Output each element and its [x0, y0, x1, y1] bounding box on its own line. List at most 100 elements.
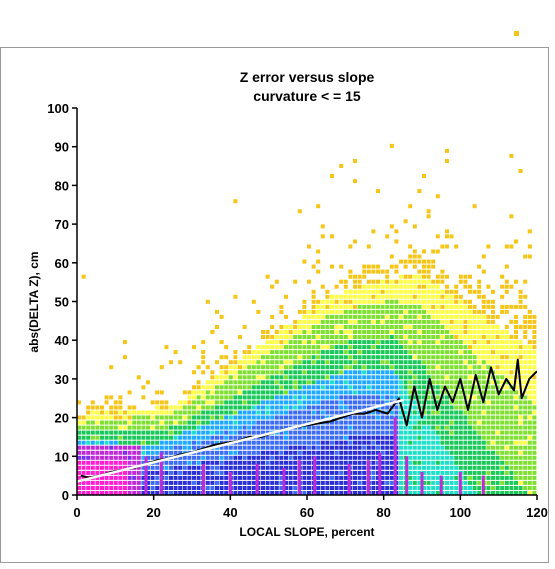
density-cell [159, 415, 164, 420]
density-cell [169, 435, 173, 440]
density-cell [366, 340, 371, 345]
density-cell [399, 445, 403, 450]
density-cell [394, 325, 399, 329]
density-cell [293, 350, 298, 355]
density-cell [532, 440, 537, 445]
density-cell [320, 455, 325, 460]
density-cell [302, 309, 307, 314]
density-cell [486, 420, 491, 425]
density-cell [265, 375, 270, 380]
density-cell [403, 395, 408, 400]
density-cell [159, 425, 164, 430]
density-cell [113, 435, 118, 440]
density-cell [472, 420, 477, 425]
density-cell [371, 335, 376, 339]
density-cell [325, 405, 330, 410]
density-cell [187, 445, 192, 450]
density-cell [431, 400, 436, 405]
y-tick-label: 60 [55, 256, 69, 271]
density-cell [435, 491, 440, 495]
density-cell [426, 375, 431, 380]
density-cell [77, 425, 81, 430]
density-cell [320, 355, 325, 360]
density-spike [228, 471, 232, 495]
density-cell [233, 425, 238, 430]
density-cell [440, 335, 445, 339]
density-cell [274, 400, 279, 405]
density-cell [109, 395, 114, 400]
density-cell [394, 294, 399, 299]
density-cell [440, 350, 445, 355]
density-cell [187, 390, 192, 395]
density-cell [90, 450, 95, 455]
density-cell [518, 355, 523, 360]
density-cell [431, 259, 436, 264]
density-cell [169, 470, 173, 475]
density-cell [426, 405, 431, 410]
density-cell [343, 350, 348, 355]
density-cell [307, 335, 311, 339]
density-cell [454, 319, 459, 324]
density-cell [238, 360, 242, 365]
density-cell [376, 299, 380, 304]
density-cell [463, 465, 468, 470]
density-cell [435, 314, 440, 319]
density-cell [495, 420, 500, 425]
density-cell [495, 445, 500, 450]
density-cell [146, 430, 150, 435]
density-cell [458, 325, 463, 329]
density-cell [242, 475, 247, 480]
density-cell [274, 330, 279, 334]
density-cell [320, 415, 325, 420]
density-cell [509, 395, 514, 400]
density-cell [399, 319, 403, 324]
density-cell [334, 420, 339, 425]
density-cell [251, 486, 256, 490]
density-cell [224, 410, 229, 415]
density-cell [150, 465, 155, 470]
density-cell [523, 254, 528, 259]
density-cell [353, 370, 357, 375]
density-cell [362, 475, 367, 480]
density-cell [100, 405, 104, 410]
density-cell [518, 410, 523, 415]
density-cell [440, 415, 445, 420]
density-cell [523, 430, 528, 435]
density-cell [127, 480, 132, 485]
density-cell [95, 465, 100, 470]
density-cell [215, 309, 219, 314]
density-cell [527, 491, 532, 495]
density-cell [302, 435, 307, 440]
density-cell [440, 450, 445, 455]
density-cell [454, 435, 459, 440]
density-cell [417, 335, 422, 339]
density-cell [509, 450, 514, 455]
density-cell [279, 309, 284, 314]
density-cell [509, 214, 514, 219]
density-cell [389, 455, 394, 460]
density-cell [518, 460, 523, 465]
density-cell [334, 284, 339, 289]
density-cell [371, 264, 376, 269]
density-cell [527, 385, 532, 390]
density-cell [339, 430, 344, 435]
density-cell [224, 475, 229, 480]
density-cell [454, 440, 459, 445]
density-cell [348, 244, 353, 249]
density-cell [514, 355, 518, 360]
density-cell [330, 370, 334, 375]
density-cell [486, 370, 491, 375]
density-cell [261, 335, 265, 339]
density-cell [403, 390, 408, 395]
density-cell [288, 475, 293, 480]
density-cell [219, 450, 224, 455]
density-cell [477, 390, 482, 395]
density-cell [509, 425, 514, 430]
density-cell [422, 425, 426, 430]
density-cell [486, 455, 491, 460]
density-cell [330, 480, 334, 485]
density-cell [454, 395, 459, 400]
density-cell [445, 350, 449, 355]
density-cell [265, 491, 270, 495]
density-cell [481, 425, 486, 430]
